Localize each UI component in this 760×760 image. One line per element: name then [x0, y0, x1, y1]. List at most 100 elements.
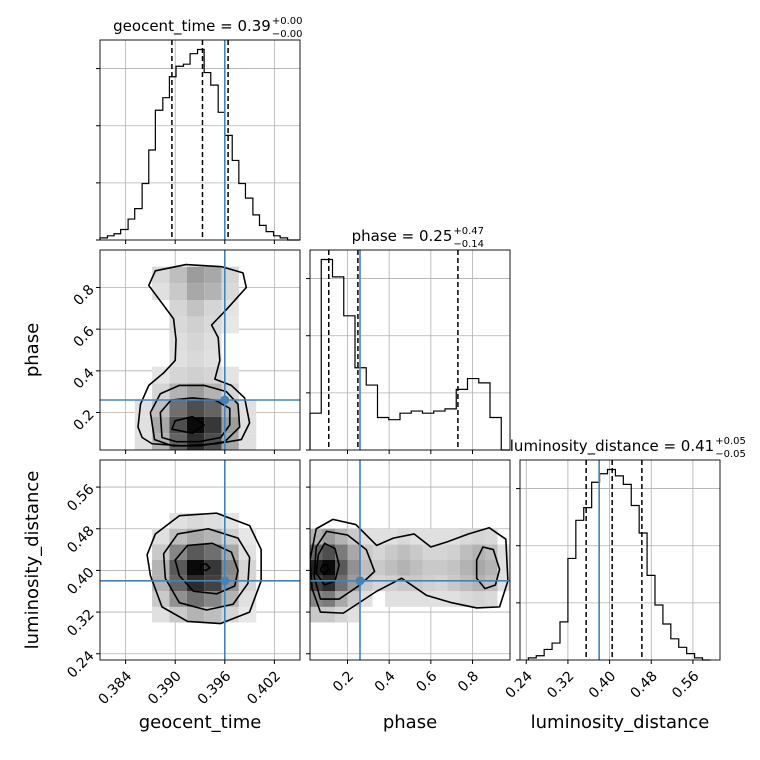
density-cell: [186, 560, 205, 576]
contour-line: [159, 397, 231, 443]
density-cell: [238, 560, 257, 576]
density-cell: [186, 528, 205, 545]
density-cell: [460, 560, 473, 576]
title-lower-error: −0.05: [715, 449, 746, 460]
density-cell: [485, 560, 498, 576]
density-cell: [169, 400, 187, 417]
contour-line: [149, 384, 241, 447]
density-cell: [410, 575, 423, 592]
density-cell: [204, 350, 222, 367]
histogram-step: [99, 48, 300, 241]
density-cell: [169, 283, 187, 300]
density-cell: [169, 366, 187, 384]
x-tick-label: 0.24: [503, 668, 536, 701]
density-cell: [186, 366, 205, 384]
density-cell: [186, 544, 205, 560]
density-cell: [372, 560, 385, 576]
density-cell: [204, 400, 222, 417]
panel-frame: [99, 39, 301, 241]
hist-panel-luminosity_distance: [516, 459, 721, 664]
title-upper-error: +0.47: [453, 226, 484, 237]
panel-frame: [99, 249, 301, 451]
density-cell: [134, 433, 153, 450]
contour-line: [162, 527, 251, 611]
panel-frame: [309, 459, 511, 661]
density-cell: [447, 528, 460, 545]
density-cell: [335, 528, 348, 545]
density-cell: [169, 513, 187, 529]
x-tick-label: 0.384: [96, 668, 136, 708]
density-cell: [335, 575, 348, 592]
x-tick-label: 0.2: [330, 668, 357, 695]
density-cell: [322, 606, 335, 623]
scatter-panel-luminosity_distance-vs-phase: [306, 459, 511, 664]
density-cell: [238, 544, 257, 560]
density-cell: [134, 416, 153, 434]
density-cell: [422, 528, 435, 545]
density-cell: [152, 544, 170, 560]
hist-panel-geocent_time: [96, 39, 301, 244]
title-text: phase = 0.25: [352, 227, 453, 245]
panel-frame: [99, 459, 301, 661]
title-upper-error: +0.05: [715, 436, 746, 447]
density-cell: [152, 606, 170, 623]
density-cell: [204, 383, 222, 400]
density-cell: [221, 560, 239, 576]
contour-line: [310, 518, 509, 614]
y-tick-label: 0.56: [64, 481, 97, 514]
density-cell: [397, 591, 410, 607]
density-cell: [186, 591, 205, 607]
contour-line: [174, 542, 239, 595]
hist-panel-phase: [306, 249, 511, 454]
density-cell: [186, 333, 205, 350]
density-cell: [238, 416, 257, 434]
x-tick-label: 0.56: [669, 668, 702, 701]
truth-marker: [220, 576, 230, 586]
panel-content: [146, 512, 262, 625]
contour-line: [146, 512, 262, 625]
density-cell: [435, 528, 448, 545]
contour-line: [137, 263, 251, 447]
density-cell: [460, 575, 473, 592]
density-cell: [134, 400, 153, 417]
density-cell: [422, 544, 435, 560]
x-tick-label: 0.48: [628, 668, 661, 701]
density-cell: [169, 544, 187, 560]
density-cell: [221, 528, 239, 545]
density-cell: [152, 575, 170, 592]
density-cell: [204, 316, 222, 334]
y-axis-label-luminosity_distance: luminosity_distance: [22, 471, 43, 650]
density-cell: [186, 513, 205, 529]
density-cell: [385, 528, 398, 545]
density-cell: [385, 591, 398, 607]
panel-content: [310, 518, 510, 623]
density-cell: [204, 300, 222, 317]
density-cell: [447, 544, 460, 560]
y-tick-label: 0.4: [71, 365, 98, 392]
title-lower-error: −0.14: [453, 239, 484, 250]
density-cell: [410, 560, 423, 576]
density-cell: [410, 591, 423, 607]
density-cell: [435, 575, 448, 592]
density-cell: [335, 544, 348, 560]
y-tick-label: 0.8: [71, 282, 98, 309]
x-tick-label: 0.32: [544, 668, 577, 701]
title-text: luminosity_distance = 0.41: [510, 437, 714, 456]
y-axis-label-phase: phase: [22, 323, 43, 377]
density-cell: [447, 560, 460, 576]
density-cell: [221, 300, 239, 317]
density-cell: [221, 283, 239, 300]
x-axis-label-luminosity_distance: luminosity_distance: [531, 712, 710, 733]
density-cell: [204, 560, 222, 576]
density-cell: [335, 606, 348, 623]
density-cell: [397, 544, 410, 560]
density-cell: [460, 544, 473, 560]
density-cell: [204, 575, 222, 592]
contour-line: [171, 415, 205, 435]
y-tick-label: 0.6: [71, 323, 98, 350]
density-cell: [186, 416, 205, 434]
density-cell: [152, 283, 170, 300]
density-cell: [372, 528, 385, 545]
density-cell: [385, 560, 398, 576]
panel-title-geocent_time: geocent_time = 0.39 +0.00 −0.00: [113, 16, 302, 40]
